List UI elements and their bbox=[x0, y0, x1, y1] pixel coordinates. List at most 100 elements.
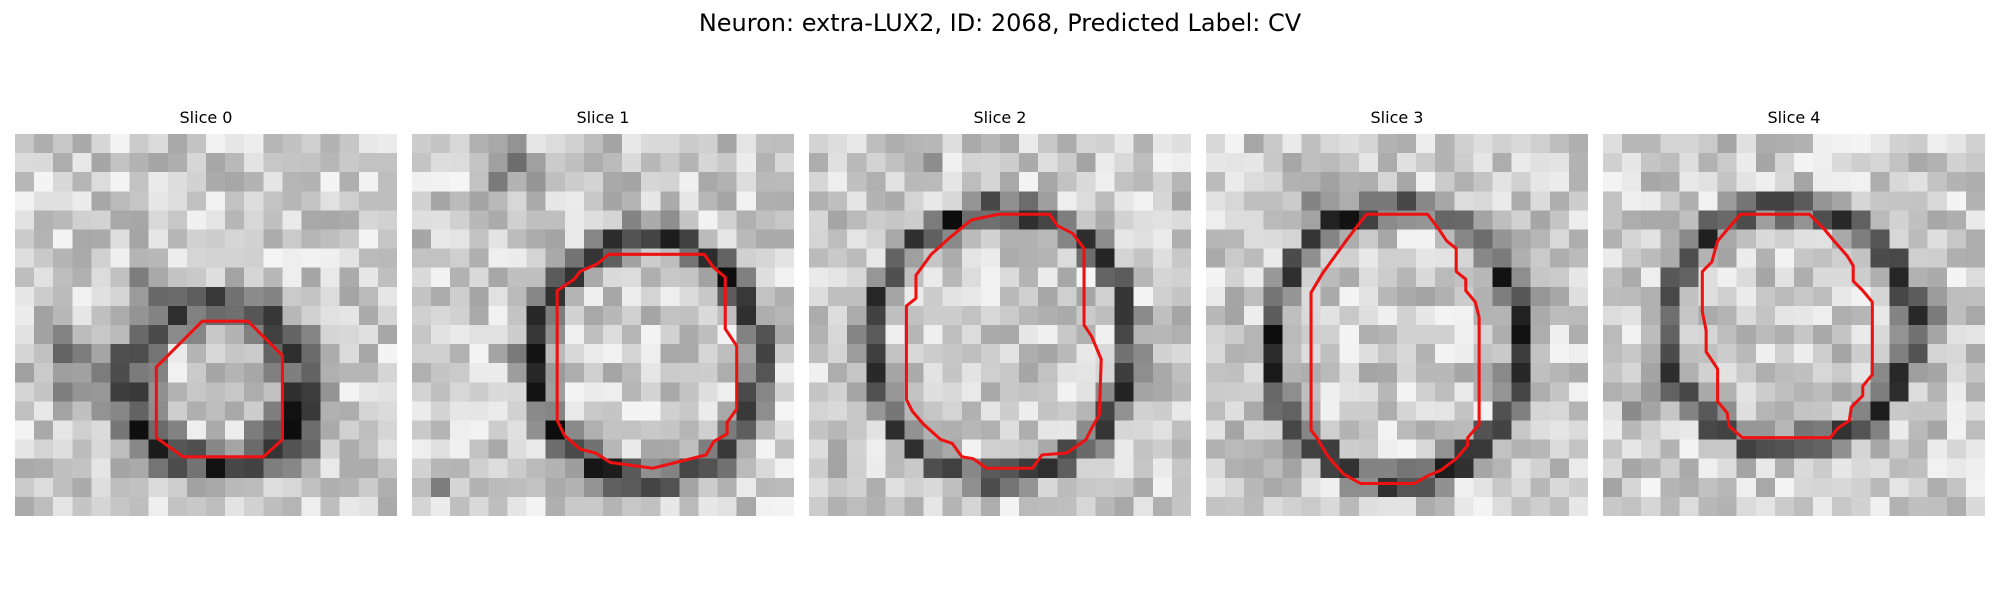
pixel-tile bbox=[1603, 153, 1623, 173]
pixel-tile bbox=[828, 286, 848, 307]
pixel-tile bbox=[1774, 267, 1795, 288]
pixel-tile bbox=[1435, 344, 1455, 364]
pixel-tile bbox=[377, 458, 397, 479]
pixel-tile bbox=[1698, 401, 1718, 421]
pixel-tile bbox=[980, 153, 1001, 173]
pixel-tile bbox=[1870, 153, 1890, 173]
pixel-tile bbox=[923, 439, 944, 460]
pixel-tile bbox=[641, 401, 661, 421]
pixel-tile bbox=[904, 153, 924, 173]
pixel-tile bbox=[1416, 344, 1436, 364]
pixel-tile bbox=[1832, 344, 1852, 364]
pixel-tile bbox=[660, 267, 680, 288]
pixel-tile bbox=[1870, 458, 1890, 479]
pixel-tile bbox=[15, 172, 35, 192]
pixel-tile bbox=[1641, 496, 1661, 516]
pixel-tile bbox=[1794, 439, 1814, 460]
pixel-tile bbox=[358, 191, 379, 211]
pixel-tile bbox=[1794, 344, 1814, 364]
pixel-tile bbox=[885, 439, 905, 460]
pixel-tile bbox=[980, 496, 1001, 516]
pixel-tile bbox=[412, 305, 432, 326]
pixel-tile bbox=[1377, 134, 1398, 154]
pixel-tile bbox=[1076, 229, 1096, 249]
pixel-tile bbox=[206, 134, 226, 154]
pixel-tile bbox=[1057, 401, 1077, 421]
pixel-tile bbox=[603, 172, 623, 192]
pixel-tile bbox=[301, 248, 321, 269]
pixel-tile bbox=[1641, 401, 1661, 421]
pixel-tile bbox=[412, 248, 432, 269]
pixel-tile bbox=[1813, 363, 1833, 383]
pixel-tile bbox=[1454, 344, 1474, 364]
pixel-tile bbox=[809, 325, 829, 345]
pixel-tile bbox=[1622, 153, 1642, 173]
pixel-tile bbox=[1339, 477, 1360, 498]
pixel-tile bbox=[263, 248, 283, 269]
pixel-tile bbox=[320, 496, 341, 516]
pixel-tile bbox=[755, 248, 776, 269]
pixel-tile bbox=[412, 267, 432, 288]
pixel-tile bbox=[622, 325, 642, 345]
pixel-tile bbox=[469, 210, 489, 230]
pixel-tile bbox=[736, 172, 757, 192]
pixel-tile bbox=[1679, 439, 1699, 460]
pixel-tile bbox=[885, 153, 905, 173]
pixel-tile bbox=[110, 420, 130, 440]
pixel-tile bbox=[1263, 496, 1283, 516]
pixel-tile bbox=[263, 401, 283, 421]
pixel-tile bbox=[72, 496, 92, 516]
pixel-tile bbox=[1435, 420, 1455, 440]
pixel-tile bbox=[1736, 477, 1757, 498]
pixel-tile bbox=[339, 496, 360, 516]
pixel-tile bbox=[1282, 496, 1302, 516]
pixel-tile bbox=[526, 401, 547, 421]
pixel-tile bbox=[1473, 496, 1493, 516]
pixel-tile bbox=[583, 229, 604, 249]
pixel-tile bbox=[1774, 401, 1795, 421]
pixel-tile bbox=[1076, 458, 1096, 479]
pixel-tile bbox=[129, 305, 150, 326]
pixel-tile bbox=[1301, 248, 1321, 269]
pixel-tile bbox=[736, 363, 757, 383]
pixel-tile bbox=[904, 420, 924, 440]
pixel-tile bbox=[129, 267, 150, 288]
pixel-tile bbox=[1206, 229, 1226, 249]
pixel-tile bbox=[1019, 172, 1039, 192]
pixel-tile bbox=[545, 496, 566, 516]
pixel-tile bbox=[1736, 305, 1757, 326]
pixel-tile bbox=[828, 172, 848, 192]
pixel-tile bbox=[866, 191, 886, 211]
pixel-tile bbox=[1568, 153, 1588, 173]
pixel-tile bbox=[641, 477, 661, 498]
pixel-tile bbox=[129, 439, 150, 460]
pixel-tile bbox=[1679, 267, 1699, 288]
pixel-tile bbox=[488, 248, 508, 269]
pixel-tile bbox=[1774, 344, 1795, 364]
pixel-tile bbox=[148, 363, 169, 383]
pixel-tile bbox=[1530, 248, 1551, 269]
pixel-tile bbox=[1813, 248, 1833, 269]
pixel-tile bbox=[641, 344, 661, 364]
pixel-tile bbox=[1019, 305, 1039, 326]
pixel-tile bbox=[1622, 344, 1642, 364]
pixel-tile bbox=[53, 305, 73, 326]
pixel-tile bbox=[225, 210, 245, 230]
pixel-tile bbox=[282, 325, 302, 345]
pixel-tile bbox=[679, 191, 699, 211]
pixel-tile bbox=[641, 248, 661, 269]
pixel-tile bbox=[244, 286, 264, 307]
pixel-tile bbox=[809, 191, 829, 211]
pixel-tile bbox=[488, 458, 508, 479]
pixel-tile bbox=[1965, 267, 1985, 288]
pixel-tile bbox=[1282, 477, 1302, 498]
pixel-tile bbox=[507, 267, 527, 288]
pixel-tile bbox=[1889, 496, 1909, 516]
pixel-tile bbox=[320, 134, 341, 154]
pixel-tile bbox=[1225, 191, 1245, 211]
pixel-tile bbox=[885, 420, 905, 440]
pixel-tile bbox=[1568, 458, 1588, 479]
pixel-tile bbox=[1717, 286, 1738, 307]
pixel-tile bbox=[1263, 305, 1283, 326]
pixel-tile bbox=[431, 286, 451, 307]
